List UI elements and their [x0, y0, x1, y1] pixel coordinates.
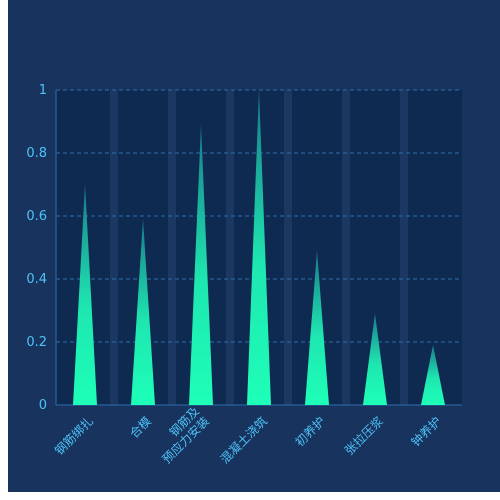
bar-1 — [73, 184, 97, 405]
bar-2 — [131, 219, 155, 405]
x-tick-label: 初养护 — [292, 413, 328, 449]
y-tick-label: 1 — [39, 83, 47, 98]
x-tick-label: 合模 — [126, 413, 154, 441]
x-tick-label-line: 合模 — [126, 413, 154, 441]
x-tick-label: 混凝土浇筑 — [217, 413, 270, 466]
x-tick-label-line: 初养护 — [292, 413, 328, 449]
bars — [73, 90, 445, 406]
bar-5 — [305, 250, 329, 405]
y-tick-label: 0 — [39, 398, 47, 413]
x-tick-label-line: 混凝土浇筑 — [217, 413, 270, 466]
category-band — [226, 90, 234, 405]
x-tick-label-line: 张拉压浆 — [341, 413, 386, 458]
category-band — [110, 90, 118, 405]
y-tick-label: 0.4 — [26, 272, 47, 287]
y-axis-ticks: 0 0.2 0.4 0.6 0.8 1 — [26, 83, 47, 413]
bar-6 — [363, 313, 387, 405]
category-band — [400, 90, 408, 405]
x-tick-label: 钟养护 — [408, 413, 444, 449]
bar-7 — [421, 345, 445, 405]
x-tick-label-line: 钟养护 — [408, 413, 444, 449]
x-tick-label: 张拉压浆 — [341, 413, 386, 458]
bar-4 — [247, 90, 271, 405]
category-band — [284, 90, 292, 405]
y-tick-label: 0.2 — [26, 335, 47, 350]
y-tick-label: 0.6 — [26, 209, 47, 224]
x-tick-label-line: 钢筋绑扎 — [51, 413, 96, 458]
y-tick-label: 0.8 — [26, 146, 47, 161]
bar-3 — [189, 124, 213, 406]
category-bands — [110, 90, 408, 405]
x-tick-label: 钢筋绑扎 — [51, 413, 96, 458]
category-band — [168, 90, 176, 405]
category-band — [342, 90, 350, 405]
